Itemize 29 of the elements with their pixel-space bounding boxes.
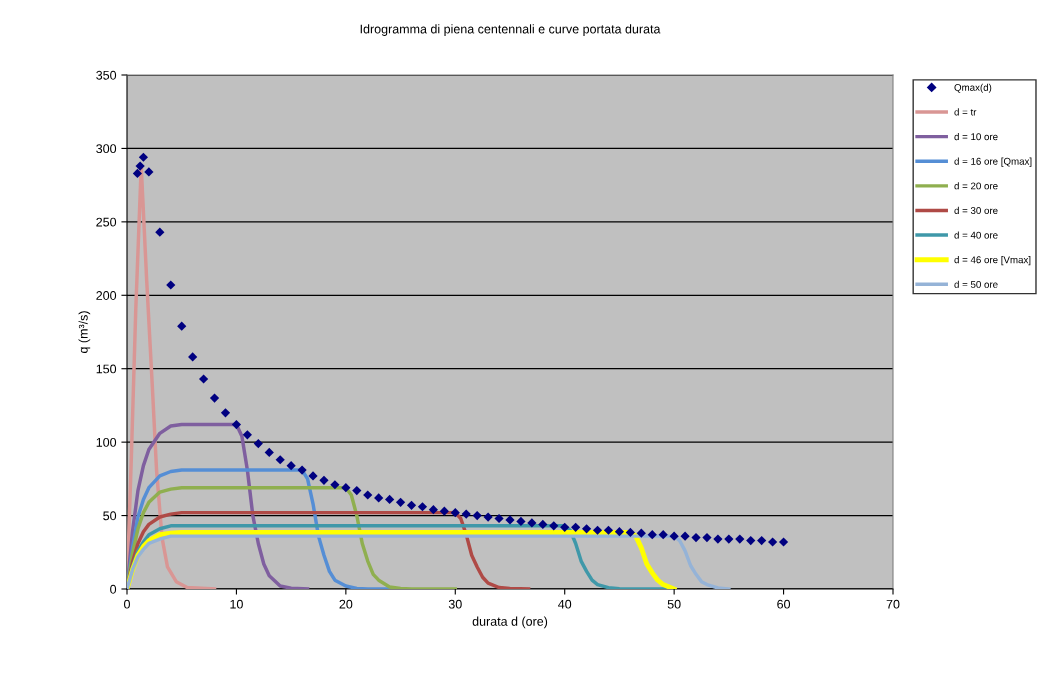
legend-label: d = 30 ore (954, 206, 998, 214)
x-tick-label: 40 (558, 599, 572, 609)
y-tick-label: 300 (96, 144, 117, 154)
y-tick-label: 250 (96, 217, 117, 227)
legend-label: d = 40 ore (954, 231, 998, 239)
y-tick-label: 350 (96, 70, 117, 80)
x-tick-label: 60 (777, 599, 791, 609)
y-axis-title: q (m³/s) (78, 311, 91, 353)
legend-label: d = 10 ore (954, 132, 998, 141)
legend-label: d = 50 ore (954, 280, 998, 288)
x-tick-label: 70 (886, 599, 900, 609)
legend-label: d = 20 ore (954, 182, 998, 190)
legend-label: d = 16 ore [Qmax] (954, 157, 1032, 167)
y-tick-label: 50 (103, 511, 117, 521)
x-tick-label: 0 (124, 599, 130, 609)
line-series (127, 485, 458, 589)
y-tick-label: 0 (110, 584, 117, 594)
y-tick-label: 200 (96, 291, 117, 300)
x-tick-label: 30 (448, 599, 462, 609)
chart-title: Idrogramma di piena centennali e curve portata durata (360, 24, 661, 36)
y-tick-label: 150 (96, 364, 117, 374)
legend-label: d = 46 ore [Vmax] (954, 256, 1031, 266)
legend-label: d = tr (954, 108, 977, 116)
x-tick-label: 10 (230, 599, 243, 609)
legend-label: Qmax(d) (954, 83, 992, 93)
x-tick-label: 20 (339, 599, 353, 609)
y-tick-label: 100 (96, 437, 117, 447)
x-axis-title: durata d (ore) (472, 616, 548, 629)
x-tick-label: 50 (667, 599, 681, 609)
